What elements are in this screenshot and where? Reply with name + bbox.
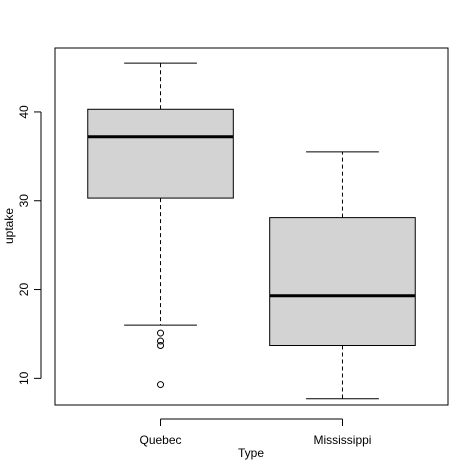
x-tick-label: Quebec [140, 433, 182, 447]
outlier-point [157, 381, 165, 389]
y-tick-label: 40 [17, 105, 31, 119]
iqr-box [269, 217, 416, 346]
x-axis-title: Type [238, 446, 264, 460]
y-axis: 10 20 30 40 [17, 105, 42, 385]
y-tick-label: 10 [17, 371, 31, 385]
outlier-point [157, 337, 165, 345]
x-tick-label: Mississippi [313, 433, 371, 447]
boxes-layer [87, 62, 416, 400]
y-axis-title: uptake [2, 208, 16, 244]
box-group [269, 151, 416, 400]
outlier-point [157, 329, 165, 337]
y-tick-label: 30 [17, 194, 31, 208]
outlier-point [157, 342, 165, 349]
plot-frame [54, 47, 449, 406]
iqr-box [87, 108, 234, 199]
x-axis: Quebec Mississippi [140, 418, 371, 447]
box-group [87, 62, 234, 389]
y-tick-label: 20 [17, 283, 31, 297]
